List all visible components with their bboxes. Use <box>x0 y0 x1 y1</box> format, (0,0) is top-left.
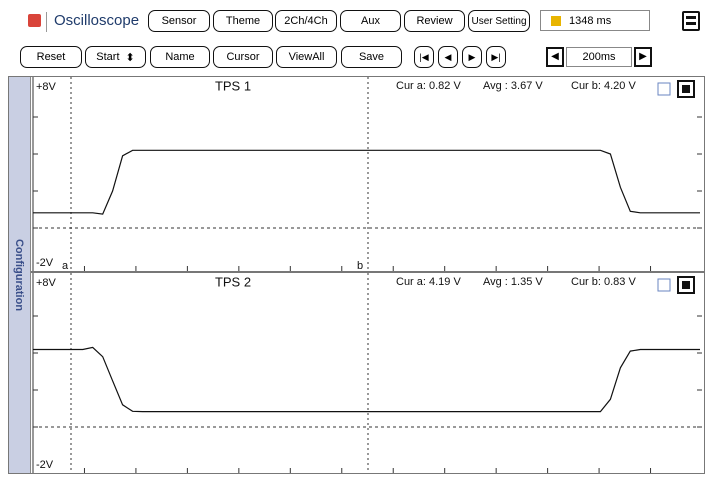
channel-name: TPS 1 <box>215 78 251 93</box>
scope-area <box>8 76 705 474</box>
toolbar-button[interactable]: Save <box>341 46 402 68</box>
last-button[interactable]: ▶| <box>486 46 506 68</box>
toolbar-button[interactable]: Review <box>404 10 465 32</box>
cursor-b-readout: Cur b: 4.20 V <box>571 80 636 92</box>
app-title: Oscilloscope <box>54 12 140 29</box>
toolbar-button[interactable]: User Setting <box>468 10 530 32</box>
toolbar-button[interactable]: Reset <box>20 46 82 68</box>
trace <box>33 346 700 413</box>
y-max-label: +8V <box>36 81 57 93</box>
time-value: 1348 ms <box>569 14 612 27</box>
clock-icon <box>551 15 561 26</box>
timebase-value: 200ms <box>566 47 632 67</box>
avg-readout: Avg : 1.35 V <box>483 276 543 288</box>
timebase-down[interactable]: ◀ <box>546 47 564 67</box>
cursor-a-readout: Cur a: 0.82 V <box>396 80 461 92</box>
panel-toggle-fill <box>682 85 690 93</box>
time-display: 1348 ms <box>540 10 650 31</box>
window-icon[interactable] <box>682 11 700 31</box>
first-button[interactable]: |◀ <box>414 46 434 68</box>
cursor-b-readout: Cur b: 0.83 V <box>571 276 636 288</box>
cursor-b-marker: b <box>357 260 363 272</box>
menu-icon[interactable] <box>28 14 41 27</box>
toolbar-button[interactable]: Theme <box>213 10 273 32</box>
prev-button[interactable]: ◀ <box>438 46 458 68</box>
panel-toggle-fill <box>682 281 690 289</box>
y-min-label: -2V <box>36 459 54 471</box>
nav-buttons: |◀ ◀ ▶ ▶| <box>414 46 506 68</box>
toolbar-button[interactable]: 2Ch/4Ch <box>275 10 337 32</box>
cursor-a-readout: Cur a: 4.19 V <box>396 276 461 288</box>
y-max-label: +8V <box>36 277 57 289</box>
cursor-a-marker: a <box>62 260 69 272</box>
avg-readout: Avg : 3.67 V <box>483 80 543 92</box>
toolbar-button[interactable]: Aux <box>340 10 401 32</box>
toolbar-button[interactable]: Start ⬍ <box>85 46 146 68</box>
channel-name: TPS 2 <box>215 274 251 289</box>
toolbar-button[interactable]: Cursor <box>213 46 273 68</box>
side-tab[interactable]: Configuration <box>9 77 31 473</box>
checkbox <box>657 82 671 96</box>
trace <box>33 149 700 215</box>
toolbar-button[interactable]: ViewAll <box>276 46 337 68</box>
separator <box>46 12 47 32</box>
spinner-icon: ⬍ <box>125 51 135 64</box>
next-button[interactable]: ▶ <box>462 46 482 68</box>
checkbox <box>657 278 671 292</box>
toolbar-button[interactable]: Sensor <box>148 10 210 32</box>
y-min-label: -2V <box>36 257 54 269</box>
toolbar-button[interactable]: Name <box>150 46 210 68</box>
timebase-up[interactable]: ▶ <box>634 47 652 67</box>
